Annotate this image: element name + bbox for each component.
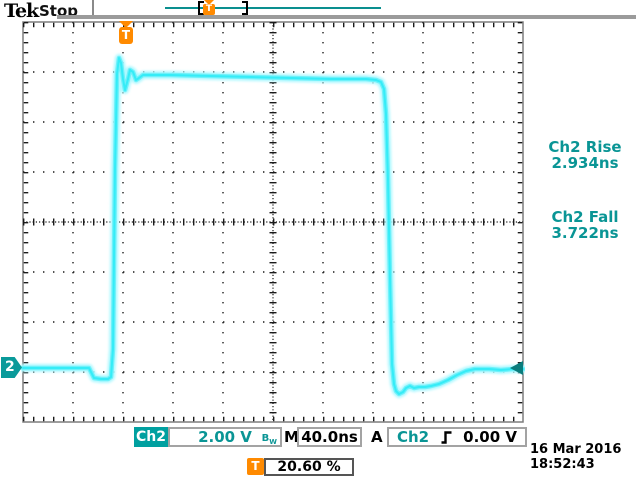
trigger-readout: Ch2 0.00 V (387, 427, 527, 447)
time: 18:52:43 (530, 457, 595, 472)
trigger-position-icon: T (119, 27, 133, 44)
bandwidth-limit-icon: BW (261, 433, 277, 446)
tek-logo: Tek (4, 0, 39, 22)
record-view-trigger-arrow-icon (204, 0, 214, 5)
screen-top-frame (57, 15, 636, 19)
trigger-percent-readout: 20.60 % (264, 458, 354, 476)
measurement-value: 2.934ns (551, 154, 619, 172)
record-view-trigger-icon: T (203, 4, 215, 15)
measurement-label: Ch2 Rise (548, 138, 622, 156)
measurement-ch2-fall: Ch2 Fall 3.722ns (530, 209, 640, 241)
grid-center-lines (23, 22, 523, 422)
trigger-percent-icon: T (247, 458, 264, 475)
record-view-left-bracket (198, 1, 204, 15)
datetime-readout: 16 Mar 2016 18:52:43 (530, 442, 621, 472)
trigger-level-arrow-icon (510, 361, 523, 375)
measurement-ch2-rise: Ch2 Rise 2.934ns (530, 139, 640, 171)
header-divider (92, 0, 94, 15)
grid-edge-ticks (23, 22, 523, 422)
graticule (21, 21, 525, 423)
measurement-label: Ch2 Fall (551, 208, 619, 226)
trigger-source: Ch2 (397, 428, 430, 446)
vertical-scale-readout: 2.00 V BW (168, 427, 282, 447)
measurement-value: 3.722ns (551, 224, 619, 242)
vertical-scale-value: 2.00 V (198, 428, 252, 446)
record-view-right-bracket (242, 1, 248, 15)
record-view-line (165, 7, 381, 9)
timebase-readout: 40.0ns (297, 427, 362, 447)
rising-edge-slope-icon (441, 430, 452, 444)
waveform-trace (22, 57, 524, 395)
timebase-prefix: M (284, 428, 299, 446)
trigger-level-value: 0.00 V (463, 428, 517, 446)
trigger-position-arrow-icon (119, 21, 133, 28)
acquisition-prefix: A (371, 428, 383, 446)
date: 16 Mar 2016 (530, 442, 622, 457)
channel-2-marker: 2 (1, 357, 22, 378)
channel-readout-badge: Ch2 (134, 427, 168, 447)
